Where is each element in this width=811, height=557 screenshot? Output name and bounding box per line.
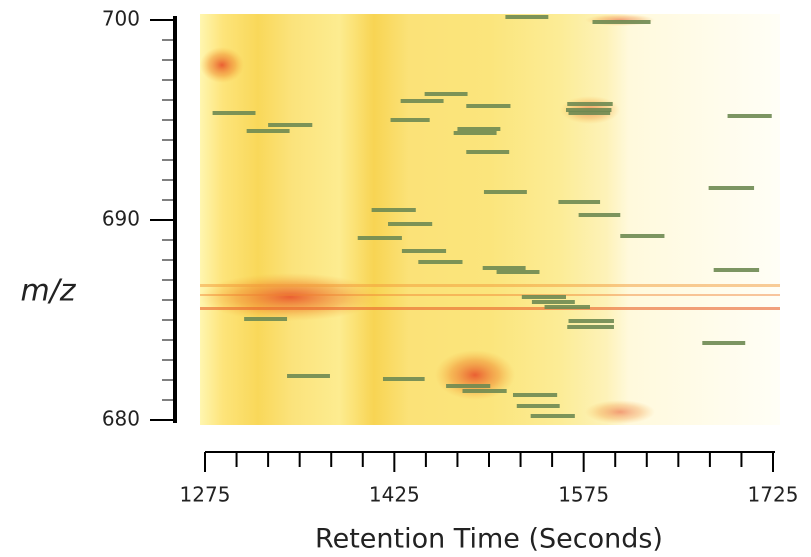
feature-segment [482,266,526,270]
feature-segment [424,92,468,96]
feature-segment [357,236,402,240]
feature-segment [446,384,491,388]
feature-segment [620,234,665,238]
feature-segment [287,374,330,378]
feature-segment [466,150,510,154]
feature-segment [400,99,444,103]
feature-segment [212,111,256,115]
feature-segment [568,319,614,323]
feature-segment [702,341,746,345]
x-tick-label: 1425 [369,483,420,507]
feature-segment [505,15,549,19]
plot-area [212,15,772,418]
heatmap-background [200,14,780,425]
feature-segment [496,270,540,274]
feature-segment [565,108,612,112]
feature-segment [567,325,614,329]
feature-segment [268,123,313,127]
feature-segment [244,317,288,321]
x-axis-label: Retention Time (Seconds) [315,524,663,555]
x-tick-label: 1725 [748,483,799,507]
x-tick-label: 1275 [180,483,231,507]
feature-segment [521,295,566,299]
feature-segment [457,127,501,131]
feature-segment [558,200,601,204]
feature-segment [567,102,613,106]
feature-segment [371,208,416,212]
feature-segment [516,404,560,408]
feature-segment [512,393,558,397]
feature-segment [246,129,290,133]
y-tick-label: 700 [102,7,140,31]
feature-segment [713,268,760,272]
feature-segment [462,389,507,393]
feature-segment [483,190,527,194]
x-tick-label: 1575 [558,483,609,507]
feature-segment [592,20,651,24]
feature-segment [578,213,621,217]
y-tick-label: 690 [102,207,140,231]
feature-segment [453,131,497,135]
feature-segment [390,118,430,122]
feature-segment [401,249,447,253]
y-tick-label: 680 [102,407,140,431]
feature-segment [530,414,575,418]
feature-segment [568,111,611,115]
feature-segment [544,305,590,309]
feature-segment [727,114,772,118]
y-axis-label: m/z [20,274,76,309]
feature-segment [708,186,755,190]
feature-segment [466,104,511,108]
feature-segment [418,260,463,264]
feature-segment [531,300,575,304]
feature-segment [382,377,425,381]
feature-segment [388,222,433,226]
